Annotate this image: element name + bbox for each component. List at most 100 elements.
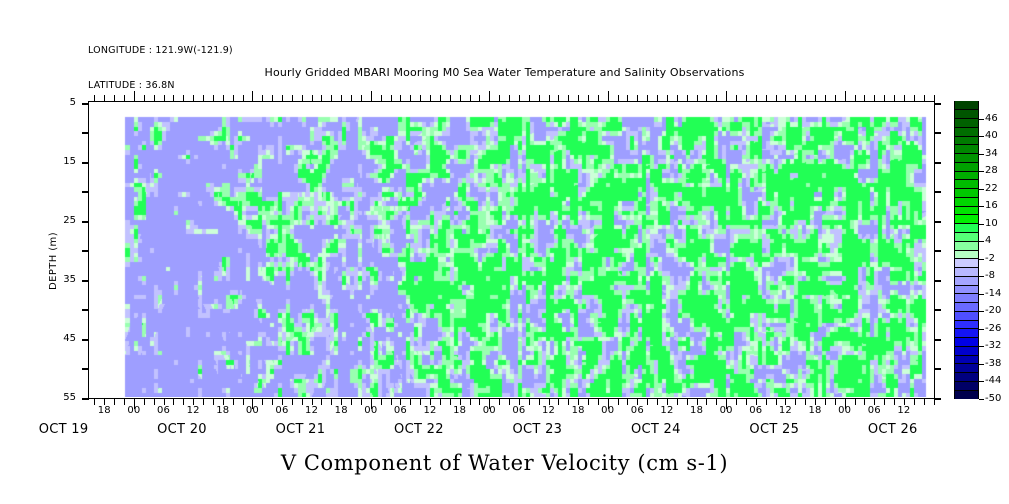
colorbar-tick	[979, 189, 984, 190]
colorbar-tick-label: -8	[985, 270, 995, 282]
x-hour-label: 06	[630, 405, 644, 416]
x-minor-tick-top	[154, 95, 156, 102]
x-minor-tick	[637, 398, 639, 405]
x-day-tick	[134, 398, 136, 409]
x-day-tick-top	[726, 91, 728, 102]
colorbar-tick	[979, 206, 984, 207]
x-minor-tick-top	[104, 95, 106, 102]
x-minor-tick-top	[736, 95, 738, 102]
y-major-tick	[82, 162, 89, 164]
x-date-label: OCT 22	[394, 422, 444, 437]
x-minor-tick-top	[331, 95, 333, 102]
colorbar-separator	[955, 267, 978, 269]
x-minor-tick-top	[203, 95, 205, 102]
x-minor-tick	[223, 398, 225, 405]
x-minor-tick	[173, 398, 175, 405]
y-tick-label: 55	[63, 392, 76, 403]
x-minor-tick	[835, 398, 837, 405]
y-tick-label: 45	[63, 333, 76, 344]
x-minor-tick	[598, 398, 600, 405]
x-minor-tick	[381, 398, 383, 405]
x-hour-label: 00	[601, 405, 615, 416]
x-minor-tick-top	[697, 95, 699, 102]
x-minor-tick	[94, 398, 96, 405]
x-date-label: OCT 20	[157, 422, 207, 437]
x-minor-tick-top	[410, 95, 412, 102]
y-major-tick	[82, 280, 89, 282]
x-minor-tick-top	[529, 95, 531, 102]
colorbar-separator	[955, 380, 978, 382]
y-tick-label: 15	[63, 156, 76, 167]
y-minor-tick-right	[934, 132, 941, 134]
colorbar-separator	[955, 275, 978, 277]
x-minor-tick	[706, 398, 708, 405]
colorbar-tick-label: -26	[985, 322, 1002, 334]
y-major-tick	[82, 339, 89, 341]
x-minor-tick-top	[539, 95, 541, 102]
x-minor-tick-top	[746, 95, 748, 102]
x-hour-label: 06	[749, 405, 763, 416]
colorbar-tick-label: 22	[985, 182, 998, 194]
x-minor-tick	[825, 398, 827, 405]
colorbar[interactable]	[954, 100, 979, 400]
x-day-tick-top	[252, 91, 254, 102]
x-minor-tick	[203, 398, 205, 405]
colorbar-band	[955, 363, 978, 373]
colorbar-tick	[979, 346, 984, 347]
x-minor-tick	[549, 398, 551, 405]
heatmap-canvas	[89, 102, 933, 397]
x-minor-tick-top	[835, 95, 837, 102]
x-minor-tick-top	[815, 95, 817, 102]
x-minor-tick-top	[864, 95, 866, 102]
colorbar-separator	[955, 118, 978, 120]
x-hour-label: 00	[719, 405, 733, 416]
x-minor-tick	[124, 398, 126, 405]
colorbar-separator	[955, 179, 978, 181]
colorbar-tick-label: 46	[985, 112, 998, 124]
x-hour-label: 18	[334, 405, 348, 416]
x-date-label: OCT 21	[275, 422, 326, 437]
colorbar-band	[955, 249, 978, 259]
latitude-label: LATITUDE : 36.8N	[88, 79, 175, 91]
x-minor-tick-top	[776, 95, 778, 102]
x-minor-tick-top	[312, 95, 314, 102]
x-minor-tick	[164, 398, 166, 405]
x-minor-tick-top	[874, 95, 876, 102]
colorbar-separator	[955, 310, 978, 312]
colorbar-separator	[955, 153, 978, 155]
x-minor-tick	[450, 398, 452, 405]
x-minor-tick	[460, 398, 462, 405]
colorbar-band	[955, 205, 978, 216]
x-minor-tick-top	[114, 95, 116, 102]
x-hour-label: 00	[245, 405, 259, 416]
x-minor-tick	[627, 398, 629, 405]
x-minor-tick-top	[470, 95, 472, 102]
colorbar-tick	[979, 329, 984, 330]
x-hour-label: 00	[364, 405, 378, 416]
x-minor-tick-top	[420, 95, 422, 102]
x-minor-tick-top	[213, 95, 215, 102]
colorbar-separator	[955, 126, 978, 128]
colorbar-separator	[955, 214, 978, 216]
x-minor-tick	[588, 398, 590, 405]
x-minor-tick	[756, 398, 758, 405]
y-minor-tick-right	[934, 250, 941, 252]
colorbar-tick	[979, 399, 984, 400]
x-day-tick-top	[371, 91, 373, 102]
x-hour-label: 18	[216, 405, 230, 416]
colorbar-tick-label: 16	[985, 200, 998, 212]
x-minor-tick-top	[223, 95, 225, 102]
y-major-tick-right	[934, 398, 941, 400]
x-minor-tick-top	[884, 95, 886, 102]
x-minor-tick	[785, 398, 787, 405]
x-minor-tick	[904, 398, 906, 405]
x-day-tick-top	[608, 91, 610, 102]
x-minor-tick	[687, 398, 689, 405]
colorbar-tick-label: -32	[985, 340, 1002, 352]
x-minor-tick	[470, 398, 472, 405]
x-minor-tick	[568, 398, 570, 405]
x-minor-tick	[766, 398, 768, 405]
x-minor-tick-top	[94, 95, 96, 102]
x-minor-tick	[154, 398, 156, 405]
y-minor-tick	[82, 132, 89, 134]
